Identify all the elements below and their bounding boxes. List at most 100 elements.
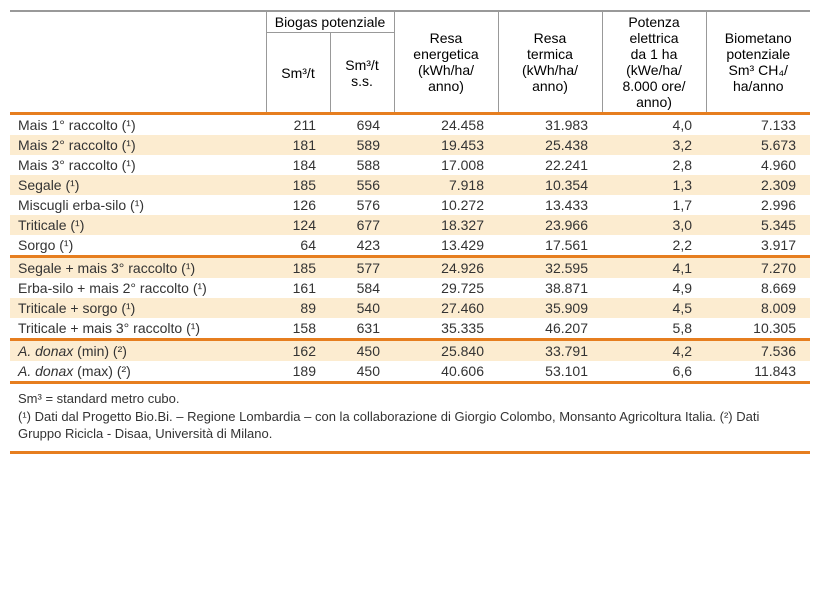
table-body-group1: Mais 1° raccolto (¹)21169424.45831.9834,… (10, 114, 810, 257)
cell-bio: 7.270 (706, 257, 810, 279)
row-label: Mais 3° raccolto (¹) (10, 155, 266, 175)
pot-l3: da 1 ha (631, 46, 678, 62)
resaT-l2: termica (527, 46, 573, 62)
cell-resaE: 35.335 (394, 318, 498, 340)
cell-sm3tss: 677 (330, 215, 394, 235)
cell-sm3t: 124 (266, 215, 330, 235)
cell-resaT: 33.791 (498, 340, 602, 362)
cell-pot: 3,2 (602, 135, 706, 155)
cell-resaT: 23.966 (498, 215, 602, 235)
table-row: Mais 2° raccolto (¹)18158919.45325.4383,… (10, 135, 810, 155)
cell-sm3t: 184 (266, 155, 330, 175)
biom-l1: Biometano (725, 30, 792, 46)
cell-resaT: 25.438 (498, 135, 602, 155)
cell-resaT: 38.871 (498, 278, 602, 298)
cell-resaE: 17.008 (394, 155, 498, 175)
cell-sm3t: 185 (266, 175, 330, 195)
header-blank (10, 11, 266, 114)
table-row: Mais 3° raccolto (¹)18458817.00822.2412,… (10, 155, 810, 175)
table-row: Miscugli erba-silo (¹)12657610.27213.433… (10, 195, 810, 215)
resaE-l2: energetica (413, 46, 478, 62)
header-biogas-group: Biogas potenziale (266, 11, 394, 33)
cell-sm3tss: 577 (330, 257, 394, 279)
cell-resaE: 25.840 (394, 340, 498, 362)
cell-sm3tss: 631 (330, 318, 394, 340)
sm3tss-l2: s.s. (351, 73, 373, 89)
footnotes-block: Sm³ = standard metro cubo. (¹) Dati dal … (10, 384, 810, 454)
cell-resaE: 29.725 (394, 278, 498, 298)
biom-l2: potenziale (726, 46, 790, 62)
cell-bio: 8.009 (706, 298, 810, 318)
cell-pot: 4,5 (602, 298, 706, 318)
row-label: A. donax (max) (²) (10, 361, 266, 383)
cell-sm3t: 64 (266, 235, 330, 257)
row-label: Mais 2° raccolto (¹) (10, 135, 266, 155)
cell-sm3t: 211 (266, 115, 330, 135)
table-body-group2: Segale + mais 3° raccolto (¹)18557724.92… (10, 257, 810, 340)
cell-pot: 1,3 (602, 175, 706, 195)
resaT-l1: Resa (534, 30, 567, 46)
footnote-1: Sm³ = standard metro cubo. (18, 390, 802, 408)
cell-bio: 3.917 (706, 235, 810, 257)
pot-l2: elettrica (629, 30, 678, 46)
cell-resaE: 19.453 (394, 135, 498, 155)
cell-sm3tss: 450 (330, 340, 394, 362)
footnote-2: (¹) Dati dal Progetto Bio.Bi. – Regione … (18, 408, 802, 443)
cell-resaT: 32.595 (498, 257, 602, 279)
biom-l3: Sm³ CH₄/ (729, 62, 788, 78)
cell-resaE: 24.926 (394, 257, 498, 279)
table-row: A. donax (max) (²)18945040.60653.1016,61… (10, 361, 810, 383)
cell-sm3tss: 584 (330, 278, 394, 298)
row-label: Triticale (¹) (10, 215, 266, 235)
cell-sm3t: 181 (266, 135, 330, 155)
cell-resaE: 27.460 (394, 298, 498, 318)
cell-pot: 4,2 (602, 340, 706, 362)
row-label: Triticale + mais 3° raccolto (¹) (10, 318, 266, 340)
pot-l6: anno) (636, 94, 672, 110)
biom-l4: ha/anno (733, 78, 784, 94)
cell-bio: 5.345 (706, 215, 810, 235)
cell-resaT: 17.561 (498, 235, 602, 257)
pot-l5: 8.000 ore/ (622, 78, 685, 94)
cell-bio: 5.673 (706, 135, 810, 155)
row-label: Miscugli erba-silo (¹) (10, 195, 266, 215)
cell-sm3tss: 588 (330, 155, 394, 175)
resaT-l4: anno) (532, 78, 568, 94)
cell-sm3tss: 589 (330, 135, 394, 155)
cell-resaT: 31.983 (498, 115, 602, 135)
table-row: Segale (¹)1855567.91810.3541,32.309 (10, 175, 810, 195)
sm3tss-l1: Sm³/t (345, 57, 378, 73)
cell-resaT: 13.433 (498, 195, 602, 215)
cell-resaT: 10.354 (498, 175, 602, 195)
cell-sm3tss: 694 (330, 115, 394, 135)
row-label: Mais 1° raccolto (¹) (10, 115, 266, 135)
cell-sm3t: 185 (266, 257, 330, 279)
cell-bio: 4.960 (706, 155, 810, 175)
cell-resaT: 53.101 (498, 361, 602, 383)
cell-pot: 2,8 (602, 155, 706, 175)
cell-pot: 3,0 (602, 215, 706, 235)
cell-bio: 2.309 (706, 175, 810, 195)
resaE-l3: (kWh/ha/ (418, 62, 474, 78)
cell-pot: 5,8 (602, 318, 706, 340)
row-label: Sorgo (¹) (10, 235, 266, 257)
table-row: Mais 1° raccolto (¹)21169424.45831.9834,… (10, 115, 810, 135)
pot-l1: Potenza (628, 14, 679, 30)
table-row: Triticale + sorgo (¹)8954027.46035.9094,… (10, 298, 810, 318)
cell-sm3t: 161 (266, 278, 330, 298)
biogas-table-wrap: Biogas potenziale Resa energetica (kWh/h… (10, 10, 810, 454)
header-biometano: Biometano potenziale Sm³ CH₄/ ha/anno (706, 11, 810, 114)
cell-sm3t: 162 (266, 340, 330, 362)
cell-pot: 4,1 (602, 257, 706, 279)
cell-resaT: 46.207 (498, 318, 602, 340)
cell-bio: 10.305 (706, 318, 810, 340)
cell-bio: 11.843 (706, 361, 810, 383)
cell-pot: 4,0 (602, 115, 706, 135)
header-resa-termica: Resa termica (kWh/ha/ anno) (498, 11, 602, 114)
cell-pot: 2,2 (602, 235, 706, 257)
cell-bio: 8.669 (706, 278, 810, 298)
row-label: Segale + mais 3° raccolto (¹) (10, 257, 266, 279)
cell-pot: 4,9 (602, 278, 706, 298)
biogas-table: Biogas potenziale Resa energetica (kWh/h… (10, 10, 810, 384)
cell-sm3tss: 556 (330, 175, 394, 195)
